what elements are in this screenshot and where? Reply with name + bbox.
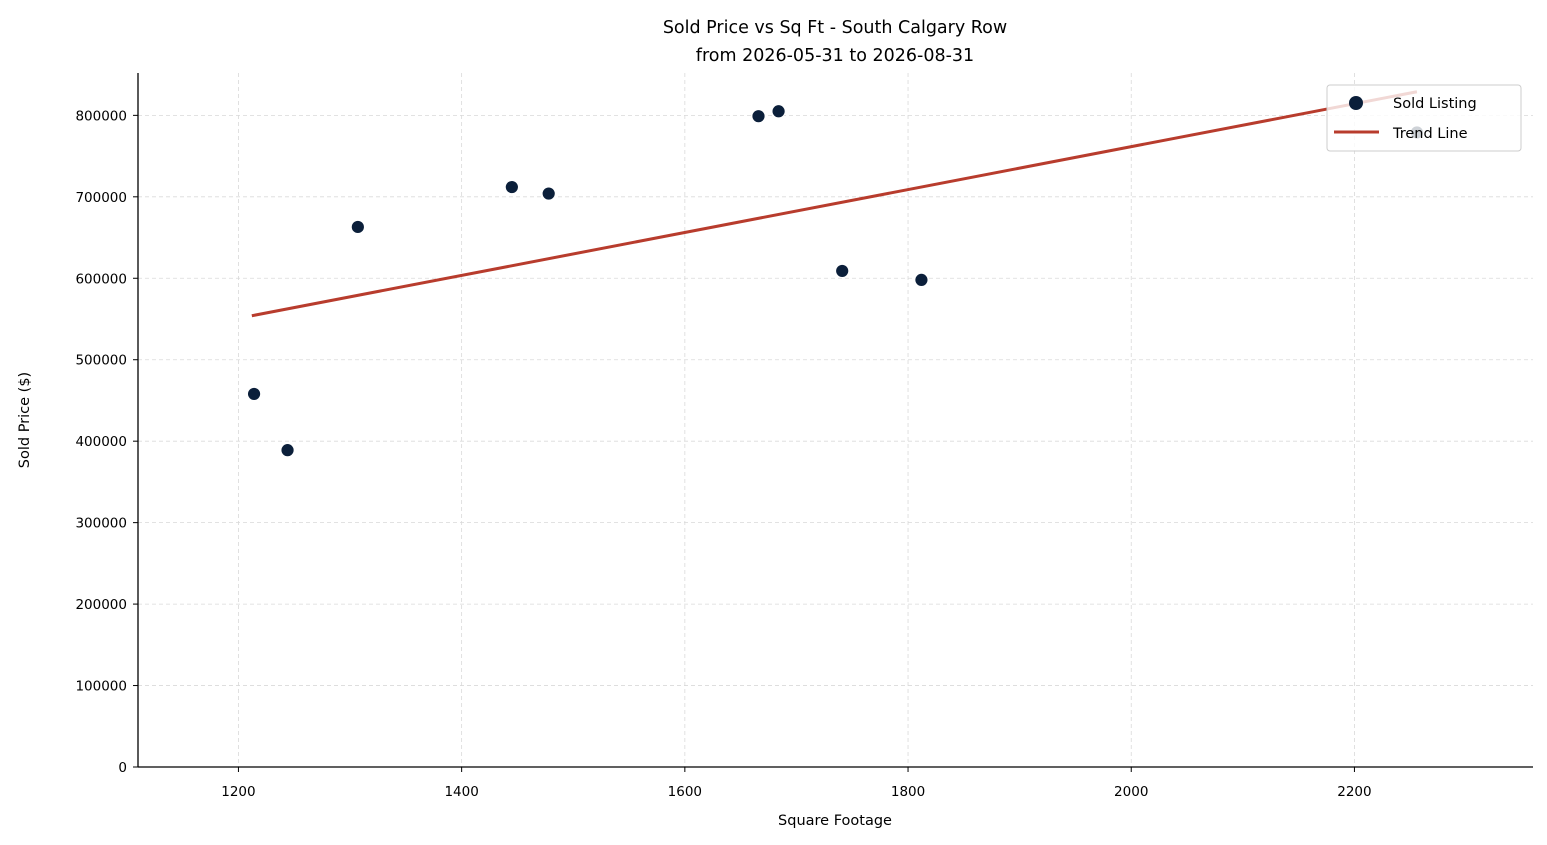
data-point <box>504 180 519 194</box>
y-tick-label: 500000 <box>75 353 127 369</box>
x-tick-label: 2000 <box>1114 784 1148 800</box>
x-tick-label: 2200 <box>1337 784 1371 800</box>
y-tick-label: 400000 <box>75 434 127 450</box>
data-point <box>835 264 850 278</box>
y-tick-label: 800000 <box>75 108 127 124</box>
y-tick-label: 100000 <box>75 679 127 695</box>
x-tick-label: 1400 <box>444 784 478 800</box>
y-tick-label: 600000 <box>75 271 127 287</box>
x-tick-label: 1200 <box>221 784 255 800</box>
x-axis-ticks: 1200 1400 1600 1800 2000 2200 <box>221 767 1372 800</box>
y-tick-label: 0 <box>118 760 127 776</box>
y-tick-label: 200000 <box>75 597 127 613</box>
legend-label-sold-listing: Sold Listing <box>1393 96 1477 112</box>
y-axis-ticks: 0 100000 200000 300000 400000 500000 600000 700… <box>75 108 138 776</box>
x-tick-label: 1600 <box>668 784 702 800</box>
x-tick-label: 1800 <box>891 784 925 800</box>
trend-line <box>251 90 1418 318</box>
data-point <box>247 387 261 401</box>
chart-title: Sold Price vs Sq Ft - South Calgary Row <box>663 18 1007 38</box>
legend-marker-sold-listing <box>1349 96 1363 110</box>
y-tick-label: 300000 <box>75 516 127 532</box>
grid-lines <box>138 73 1533 767</box>
y-tick-label: 700000 <box>75 190 127 206</box>
data-point <box>771 104 786 119</box>
data-point <box>350 220 365 234</box>
legend: Sold Listing Trend Line <box>1326 84 1522 152</box>
data-point <box>914 272 929 287</box>
y-axis-label: Sold Price ($) <box>17 372 33 468</box>
plot-area <box>247 90 1424 458</box>
chart-subtitle: from 2026-05-31 to 2026-08-31 <box>696 46 974 66</box>
data-point <box>280 443 295 458</box>
data-point <box>751 109 766 124</box>
legend-box <box>1326 84 1522 152</box>
x-axis-label: Square Footage <box>778 813 892 829</box>
legend-label-trend-line: Trend Line <box>1392 126 1468 142</box>
data-point <box>541 186 556 201</box>
